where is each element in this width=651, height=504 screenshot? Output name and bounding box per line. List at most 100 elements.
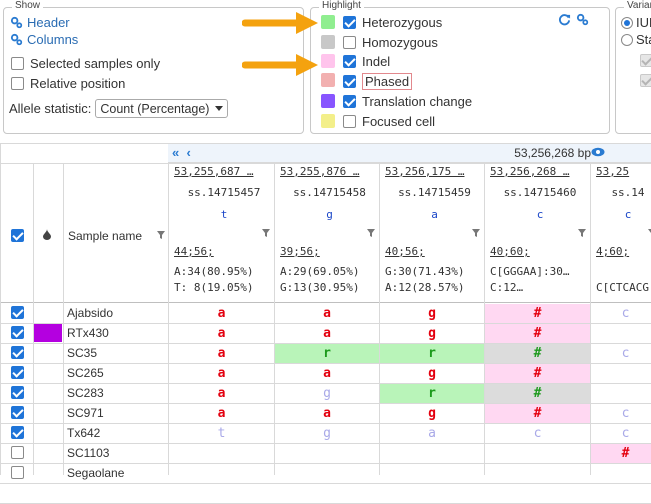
genotype-cell[interactable] [169,464,274,483]
sample-name-header[interactable]: Sample name [68,229,143,243]
genotype-cell[interactable]: c [621,426,630,441]
genotype-cell[interactable] [169,444,274,463]
genotype-cell[interactable]: a [217,306,226,321]
genotype-cell[interactable] [275,444,379,463]
genotype-cell[interactable]: a [323,306,331,321]
column-filter-icon[interactable] [367,229,375,237]
scroll-left-controls[interactable]: « ‹ [172,145,191,160]
allele-statistic-select[interactable]: Count (Percentage) [95,99,229,118]
genotype-cell[interactable]: a [323,326,331,341]
genotype-cell[interactable]: r [380,384,484,403]
genotype-cell[interactable] [485,464,590,483]
genotype-cell[interactable] [275,464,379,483]
row-select-checkbox[interactable] [11,346,24,359]
row-select-checkbox[interactable] [11,426,24,439]
genotype-cell[interactable] [591,464,651,483]
variant-suboption-checkbox-1[interactable] [640,54,651,67]
variant-suboption-checkbox-2[interactable] [640,74,651,87]
header-link[interactable]: Header [10,15,70,30]
genotype-cell[interactable]: a [323,366,331,381]
indel-checkbox[interactable] [343,55,356,68]
genotype-cell[interactable]: a [217,346,226,361]
genotype-cell[interactable]: c [621,346,630,361]
columns-link[interactable]: Columns [10,32,78,47]
genotype-cell[interactable] [485,444,590,463]
refresh-icon[interactable] [558,13,571,26]
row-select-checkbox[interactable] [11,446,24,459]
genotype-cell[interactable]: g [428,406,436,421]
genotype-cell[interactable] [380,444,484,463]
iup-radio[interactable] [621,16,633,29]
indel-option[interactable]: Indel [343,54,390,69]
genotype-cell[interactable]: a [217,386,226,401]
variant-option-sta[interactable]: Sta [621,32,651,47]
genotype-cell[interactable]: # [485,364,590,383]
heterozygous-color-swatch[interactable] [321,15,335,29]
variant-option-iup[interactable]: IUP [621,15,651,30]
row-select-checkbox[interactable] [11,306,24,319]
genotype-cell[interactable]: g [428,326,436,341]
genotype-cell[interactable]: # [485,344,590,363]
row-select-checkbox[interactable] [11,386,24,399]
relative-position-option[interactable]: Relative position [11,76,125,91]
column-filter-icon[interactable] [262,229,270,237]
genotype-cell[interactable]: g [428,366,436,381]
sta-radio[interactable] [621,33,633,46]
row-select-checkbox[interactable] [11,466,24,479]
genotype-cell[interactable]: g [323,386,331,401]
row-select-checkbox[interactable] [11,366,24,379]
sample-color-tag[interactable] [34,324,62,342]
genotype-cell[interactable]: a [217,326,226,341]
genotype-cell[interactable]: a [323,406,331,421]
genotype-cell[interactable]: # [485,404,590,423]
genotype-cell[interactable]: g [428,306,436,321]
row-select-checkbox[interactable] [11,326,24,339]
row-select-checkbox[interactable] [11,406,24,419]
indel-color-swatch[interactable] [321,54,335,68]
translation-change-color-swatch[interactable] [321,94,335,108]
genotype-cell[interactable]: g [323,426,331,441]
genotype-cell[interactable]: # [591,444,651,463]
focused-cell-checkbox[interactable] [343,115,356,128]
sample-name-cell[interactable]: SC35 [67,346,98,360]
genotype-cell[interactable]: c [621,406,630,421]
genotype-cell[interactable]: c [533,426,542,441]
genotype-cell[interactable]: r [380,344,484,363]
translation-change-option[interactable]: Translation change [343,94,472,109]
sample-name-cell[interactable]: SC971 [67,406,104,420]
phased-color-swatch[interactable] [321,73,335,87]
translation-change-checkbox[interactable] [343,95,356,108]
focused-cell-color-swatch[interactable] [321,114,335,128]
homozygous-checkbox[interactable] [343,36,356,49]
genotype-cell[interactable]: # [485,304,590,323]
heterozygous-checkbox[interactable] [343,16,356,29]
genotype-cell[interactable]: a [217,406,226,421]
genotype-cell[interactable]: # [485,384,590,403]
eye-icon[interactable] [591,147,605,157]
homozygous-color-swatch[interactable] [321,35,335,49]
sample-name-cell[interactable]: SC265 [67,366,104,380]
sample-name-cell[interactable]: Segaolane [67,466,125,480]
filter-icon[interactable] [157,231,165,239]
column-filter-icon[interactable] [472,229,480,237]
sample-name-cell[interactable]: SC283 [67,386,104,400]
genotype-cell[interactable] [591,324,651,343]
column-filter-icon[interactable] [648,229,651,237]
genotype-cell[interactable] [591,364,651,383]
color-drop-icon[interactable] [43,229,51,240]
phased-checkbox[interactable] [343,75,356,88]
genotype-cell[interactable]: c [591,304,651,323]
genotype-cell[interactable]: t [217,426,226,441]
sample-name-cell[interactable]: Tx642 [67,426,101,440]
heterozygous-option[interactable]: Heterozygous [343,15,442,30]
genotype-cell[interactable]: # [485,324,590,343]
phased-option[interactable]: Phased [343,73,413,90]
focused-cell-option[interactable]: Focused cell [343,114,435,129]
genotype-cell[interactable] [591,384,651,403]
genotype-cell[interactable] [380,464,484,483]
column-filter-icon[interactable] [578,229,586,237]
select-all-checkbox[interactable] [11,229,24,242]
settings-icon[interactable] [576,13,589,26]
genotype-cell[interactable]: a [217,366,226,381]
selected-samples-only-checkbox[interactable] [11,57,24,70]
